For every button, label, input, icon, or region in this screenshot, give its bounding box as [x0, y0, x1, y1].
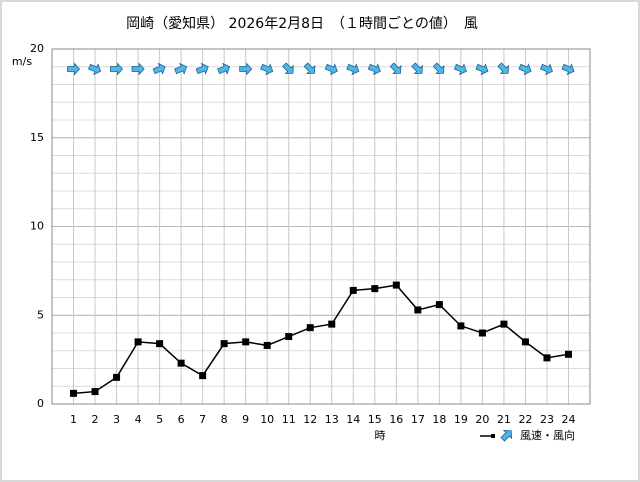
- speed-marker: [177, 359, 185, 367]
- speed-marker: [521, 338, 529, 346]
- speed-marker: [306, 324, 314, 332]
- x-tick-label: 12: [303, 413, 317, 426]
- wind-arrow: [346, 63, 360, 76]
- speed-marker: [242, 338, 250, 346]
- speed-marker: [435, 301, 443, 309]
- speed-marker: [113, 373, 121, 381]
- x-tick-label: 11: [282, 413, 296, 426]
- wind-arrow: [152, 62, 166, 75]
- speed-marker: [285, 333, 293, 341]
- x-tick-label: 15: [368, 413, 382, 426]
- speed-marker: [457, 322, 465, 330]
- speed-marker: [543, 354, 551, 362]
- x-tick-label: 24: [561, 413, 575, 426]
- legend-arrow-icon: [500, 429, 513, 442]
- x-tick-label: 19: [454, 413, 468, 426]
- wind-arrow: [174, 62, 188, 75]
- wind-arrow: [324, 63, 338, 76]
- wind-arrow: [453, 63, 467, 76]
- x-tick-label: 4: [135, 413, 142, 426]
- speed-marker: [392, 281, 400, 289]
- x-tick-label: 1: [70, 413, 77, 426]
- y-tick-label: 15: [30, 131, 44, 144]
- x-tick-label: 18: [432, 413, 446, 426]
- wind-arrow: [195, 62, 209, 75]
- wind-arrow: [561, 63, 575, 76]
- wind-arrow: [217, 62, 231, 75]
- x-tick-label: 23: [540, 413, 554, 426]
- x-tick-label: 9: [242, 413, 249, 426]
- wind-arrow: [367, 63, 381, 76]
- x-tick-label: 8: [221, 413, 228, 426]
- x-tick-label: 6: [178, 413, 185, 426]
- speed-line: [73, 284, 569, 395]
- x-tick-label: 10: [260, 413, 274, 426]
- speed-marker: [70, 389, 78, 397]
- speed-marker: [478, 329, 486, 337]
- speed-marker: [220, 340, 228, 348]
- wind-arrow: [389, 62, 402, 75]
- wind-arrow: [88, 63, 102, 76]
- speed-marker: [263, 341, 271, 349]
- wind-arrow: [67, 62, 81, 76]
- x-tick-label: 14: [346, 413, 360, 426]
- speed-marker: [134, 338, 142, 346]
- speed-marker: [564, 350, 572, 358]
- y-tick-label: 20: [30, 42, 44, 55]
- x-axis-label: 時: [375, 429, 386, 442]
- speed-marker: [156, 340, 164, 348]
- y-tick-label: 10: [30, 220, 44, 233]
- wind-arrow: [260, 63, 274, 76]
- x-tick-label: 21: [497, 413, 511, 426]
- legend-label: 風速・風向: [520, 428, 575, 442]
- speed-marker: [328, 320, 336, 328]
- speed-marker: [371, 285, 379, 293]
- x-tick-label: 17: [411, 413, 425, 426]
- y-tick-label: 0: [37, 397, 44, 410]
- x-tick-label: 7: [199, 413, 206, 426]
- wind-arrow: [282, 62, 294, 75]
- plot-border: [51, 48, 591, 405]
- y-unit: m/s: [12, 55, 32, 68]
- speed-marker: [500, 320, 508, 328]
- chart-title: 岡崎（愛知県） 2026年2月8日 （１時間ごとの値） 風: [126, 15, 478, 32]
- x-tick-label: 3: [113, 413, 120, 426]
- wind-arrow: [411, 62, 423, 75]
- speed-marker: [91, 388, 99, 396]
- x-tick-label: 5: [156, 413, 163, 426]
- wind-arrow: [539, 63, 554, 76]
- x-tick-label: 16: [389, 413, 403, 426]
- wind-arrow: [131, 62, 145, 76]
- x-tick-label: 2: [92, 413, 99, 426]
- x-tick-label: 20: [475, 413, 489, 426]
- speed-marker: [199, 372, 207, 380]
- speed-marker: [349, 286, 357, 294]
- wind-arrow: [497, 62, 509, 75]
- y-tick-label: 5: [37, 308, 44, 321]
- wind-arrow: [303, 62, 316, 75]
- legend-marker-icon: [491, 434, 495, 438]
- wind-arrow: [239, 62, 253, 76]
- x-tick-label: 22: [518, 413, 532, 426]
- x-tick-label: 13: [325, 413, 339, 426]
- wind-arrow: [432, 62, 445, 75]
- wind-arrow: [475, 63, 489, 76]
- wind-arrow: [110, 62, 124, 76]
- speed-marker: [414, 306, 422, 314]
- wind-arrow: [518, 63, 532, 76]
